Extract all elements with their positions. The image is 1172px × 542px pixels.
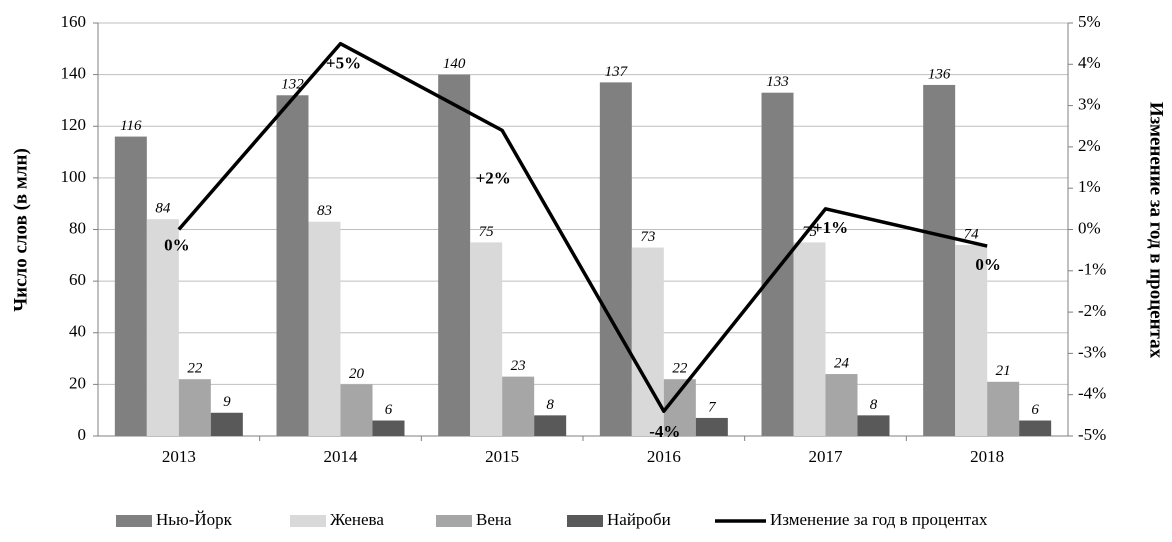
y2-tick-label: 2% [1078,136,1101,155]
legend-swatch [567,515,603,527]
x-tick-label: 2013 [162,447,196,466]
bar [340,384,373,436]
bar [308,221,341,436]
bar [987,381,1020,436]
y2-tick-label: 0% [1078,218,1101,237]
line-label: +1% [813,218,848,237]
bar-label: 23 [511,358,526,374]
legend-label: Вена [476,510,512,529]
legend-label: Найроби [607,510,671,529]
bar-label: 116 [120,118,142,134]
y-tick-label: 20 [69,373,86,392]
bar-label: 6 [1031,402,1039,418]
bar-label: 8 [546,397,554,413]
bar-label: 136 [928,66,951,82]
line-label: 0% [975,255,1001,274]
bar-label: 73 [640,229,655,245]
legend-swatch [436,515,472,527]
bar [923,84,956,436]
x-tick-label: 2016 [647,447,681,466]
y2-tick-label: -5% [1078,425,1106,444]
bar-label: 75 [479,224,495,240]
y2-tick-label: 5% [1078,12,1101,31]
y-tick-label: 0 [78,425,87,444]
bar-label: 7 [708,399,717,415]
y-tick-label: 100 [61,167,87,186]
bar-label: 84 [155,201,171,217]
legend-label: Нью-Йорк [156,510,233,529]
bar [534,415,567,436]
y2-tick-label: -4% [1078,384,1106,403]
line-label: +5% [326,54,361,73]
y2-tick-label: -1% [1078,260,1106,279]
bar-label: 140 [443,56,466,72]
bar [695,417,728,436]
bar [372,420,405,436]
bar-label: 22 [672,361,688,377]
y-tick-label: 40 [69,322,86,341]
y2-tick-label: 1% [1078,177,1101,196]
legend-label: Изменение за год в процентах [770,510,988,529]
bar [178,379,211,436]
x-tick-label: 2014 [324,447,359,466]
y2-tick-label: -2% [1078,301,1106,320]
legend-swatch [116,515,152,527]
y-tick-label: 120 [61,115,87,134]
legend-swatch [290,515,326,527]
bar [631,247,664,436]
bar [276,95,309,437]
x-tick-label: 2017 [809,447,844,466]
bar [825,374,858,436]
bar-label: 74 [964,226,980,242]
y-axis-title: Число слов (в млн) [10,148,31,312]
bar-label: 20 [349,366,365,382]
bar [955,244,988,436]
bar [438,74,471,436]
bar [146,219,179,436]
bar [761,92,794,436]
legend-label: Женева [330,510,384,529]
y-tick-label: 60 [69,270,86,289]
bar-label: 83 [317,203,332,219]
line-label: 0% [164,235,190,254]
bar [210,412,243,436]
bar-label: 137 [605,64,629,80]
bar [502,376,535,436]
bar-label: 21 [996,363,1011,379]
bar [857,415,890,436]
bar [793,242,826,436]
x-tick-label: 2015 [485,447,519,466]
y-tick-label: 80 [69,218,86,237]
bar [470,242,503,436]
bar-label: 8 [870,397,878,413]
bar-label: 24 [834,355,850,371]
line [177,41,988,413]
bar [1019,420,1052,436]
x-tick-label: 2018 [970,447,1004,466]
y2-tick-label: -3% [1078,342,1106,361]
line-label: -4% [649,422,680,441]
bar-label: 6 [385,402,393,418]
bar-label: 133 [766,74,789,90]
y2-axis-title: Изменение за год в процентах [1146,102,1167,359]
line-label: +2% [476,168,511,187]
y-tick-label: 160 [61,12,87,31]
bar [114,136,147,436]
bar-label: 9 [223,394,231,410]
y2-tick-label: 3% [1078,95,1101,114]
bar-label: 22 [187,361,203,377]
y2-tick-label: 4% [1078,53,1101,72]
bar-label: 132 [281,77,304,93]
bar [599,82,632,437]
y-tick-label: 140 [61,64,87,83]
